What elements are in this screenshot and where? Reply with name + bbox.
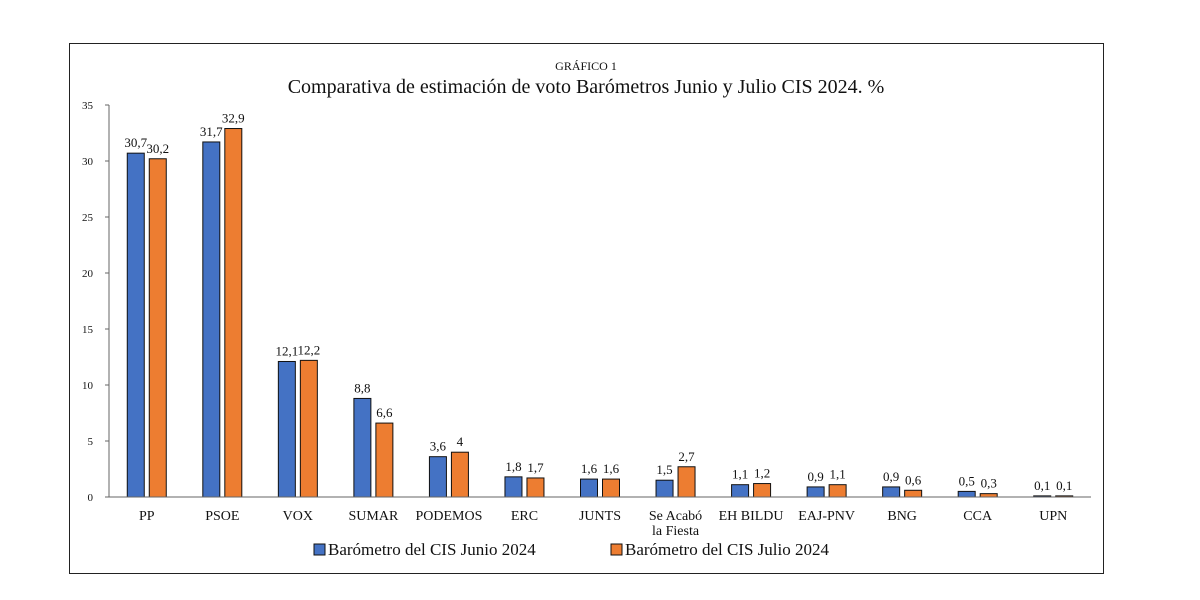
bar-junio — [504, 476, 523, 498]
data-label: 1,8 — [505, 459, 521, 474]
y-tick-label: 35 — [82, 100, 94, 112]
data-label: 30,2 — [146, 141, 169, 156]
bar-junio — [655, 479, 674, 498]
x-tick-label: ERC — [511, 509, 538, 524]
bar-julio — [148, 158, 167, 498]
bar-junio — [202, 141, 221, 498]
bar-junio — [277, 360, 296, 498]
x-tick-label: VOX — [283, 509, 313, 524]
bar-junio — [731, 484, 750, 498]
bar-julio — [299, 359, 318, 498]
x-axis: PP PSOE VOX SUMAR PODEMOS ERC JUNTS Se Acabóla … — [109, 496, 1091, 539]
chart-title: Comparativa de estimación de voto Baróme… — [288, 76, 885, 98]
data-label: 0,6 — [905, 472, 922, 487]
data-label: 0,1 — [1034, 478, 1050, 493]
bar-junio — [957, 490, 976, 498]
y-tick-label: 15 — [82, 324, 94, 336]
data-label: 31,7 — [200, 124, 223, 139]
data-label: 0,5 — [959, 473, 975, 488]
data-label: 12,1 — [275, 343, 298, 358]
data-label: 1,2 — [754, 466, 770, 481]
data-label: 0,3 — [981, 476, 997, 491]
data-label: 1,5 — [656, 462, 672, 477]
x-tick-label: BNG — [887, 509, 917, 524]
data-label: 1,1 — [829, 467, 845, 482]
data-label: 30,7 — [124, 135, 147, 150]
y-tick-label: 30 — [82, 156, 94, 168]
x-tick-label: PP — [139, 509, 155, 524]
y-tick-label: 5 — [88, 436, 94, 448]
bar-julio — [224, 128, 243, 498]
y-tick-label: 20 — [82, 268, 94, 280]
x-tick-label: JUNTS — [579, 509, 621, 524]
data-label: 0,9 — [807, 469, 823, 484]
bar-julio — [375, 422, 394, 498]
bar-junio — [580, 478, 598, 498]
x-tick-label: SUMAR — [348, 509, 398, 524]
data-label: 8,8 — [354, 380, 370, 395]
y-axis: 0 5 10 15 20 25 30 35 — [82, 100, 110, 504]
bar-julio — [828, 484, 847, 498]
x-tick-label: UPN — [1039, 509, 1067, 524]
bar-julio — [526, 477, 545, 498]
x-tick-label: CCA — [963, 509, 993, 524]
bar-julio — [979, 493, 998, 498]
data-labels-group: 30,7 30,2 31,732,9 12,1 12,2 8,8 6,6 3,6 4 1,8 1,7… — [124, 111, 1072, 493]
data-label: 1,6 — [581, 461, 598, 476]
data-label: 0,1 — [1056, 478, 1072, 493]
data-label: 3,6 — [430, 439, 447, 454]
bar-junio — [353, 397, 372, 498]
x-tick-label: EAJ-PNV — [798, 509, 855, 524]
bar-julio — [677, 466, 696, 498]
chart-supertitle: GRÁFICO 1 — [555, 59, 617, 73]
y-tick-label: 0 — [88, 492, 94, 504]
chart-frame: GRÁFICO 1 Comparativa de estimación de v… — [69, 43, 1104, 574]
data-label: 12,2 — [297, 342, 320, 357]
bar-julio — [753, 483, 772, 498]
data-label: 1,7 — [527, 460, 544, 475]
data-label: 6,6 — [376, 405, 393, 420]
y-tick-label: 25 — [82, 212, 94, 224]
data-label: 1,1 — [732, 467, 748, 482]
x-tick-label: EH BILDU — [719, 509, 784, 524]
legend: Barómetro del CIS Junio 2024 Barómetro de… — [313, 540, 829, 559]
x-tick-label: PODEMOS — [415, 509, 482, 524]
bar-junio — [126, 152, 145, 498]
data-label: 2,7 — [678, 449, 695, 464]
legend-label-julio: Barómetro del CIS Julio 2024 — [625, 540, 829, 559]
x-tick-label: PSOE — [205, 509, 239, 524]
bar-julio — [602, 478, 620, 498]
legend-swatch-julio — [610, 543, 623, 556]
bar-junio — [882, 486, 901, 498]
data-label: 32,9 — [222, 111, 245, 126]
legend-swatch-junio — [313, 543, 326, 556]
data-label: 4 — [457, 434, 464, 449]
x-tick-label: la Fiesta — [652, 524, 700, 539]
bar-junio — [428, 456, 447, 498]
bar-julio — [904, 489, 923, 498]
legend-label-junio: Barómetro del CIS Junio 2024 — [328, 540, 536, 559]
bar-julio — [450, 451, 469, 498]
bars-group — [126, 128, 1074, 498]
x-tick-label: Se Acabó — [649, 509, 702, 524]
data-label: 1,6 — [603, 461, 620, 476]
bar-junio — [806, 486, 825, 498]
bar-chart: GRÁFICO 1 Comparativa de estimación de v… — [82, 59, 1091, 559]
y-tick-label: 10 — [82, 380, 94, 392]
data-label: 0,9 — [883, 469, 899, 484]
